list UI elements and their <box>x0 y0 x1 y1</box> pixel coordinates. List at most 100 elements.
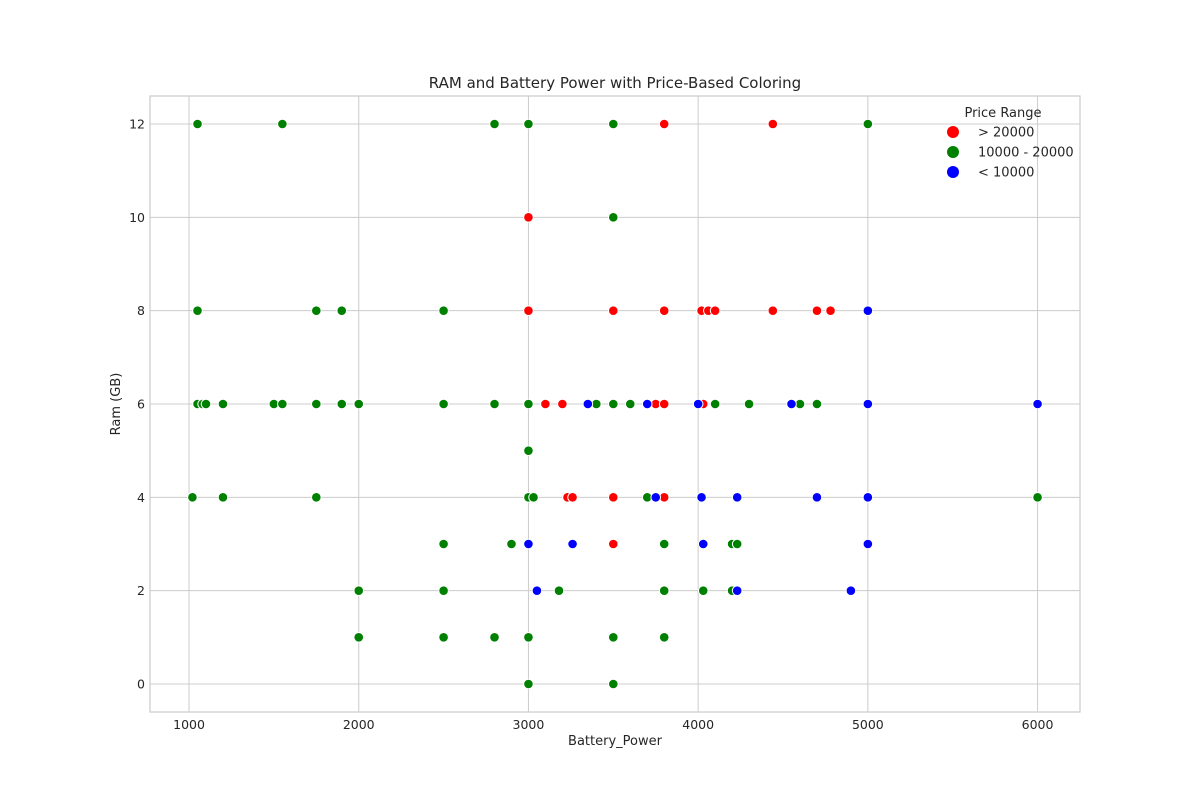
data-point <box>523 212 534 223</box>
data-point <box>192 118 203 130</box>
data-point <box>786 398 797 410</box>
y-tick-label: 12 <box>129 117 145 132</box>
data-point <box>531 585 543 596</box>
data-point <box>658 538 670 550</box>
data-point <box>709 305 721 316</box>
data-point <box>811 492 823 503</box>
data-point <box>336 305 348 316</box>
data-point <box>353 398 365 410</box>
data-point <box>200 398 212 410</box>
data-point <box>567 492 578 503</box>
x-tick-label: 2000 <box>343 717 375 732</box>
data-point <box>311 305 322 316</box>
legend-entry-label: < 10000 <box>978 166 1034 181</box>
data-point <box>608 678 619 690</box>
legend-entry-label: 10000 - 20000 <box>978 146 1074 161</box>
data-point <box>731 585 743 596</box>
data-point <box>438 585 449 596</box>
data-point <box>658 632 670 643</box>
data-point <box>692 398 704 410</box>
data-point <box>624 398 636 410</box>
data-point <box>217 398 229 410</box>
data-point <box>187 492 198 503</box>
data-point <box>1032 492 1043 503</box>
data-point <box>489 118 500 130</box>
data-point <box>506 538 517 550</box>
data-point <box>540 398 551 410</box>
data-point <box>523 445 534 456</box>
data-point <box>438 398 449 410</box>
legend-marker <box>947 126 959 138</box>
data-point <box>743 398 755 410</box>
data-point <box>277 398 288 410</box>
data-point <box>731 538 743 550</box>
x-tick-label: 3000 <box>513 717 545 732</box>
data-point <box>438 305 449 316</box>
data-point <box>825 305 836 316</box>
data-point <box>658 398 670 410</box>
data-point <box>811 305 823 316</box>
y-tick-label: 4 <box>137 490 145 505</box>
x-tick-label: 4000 <box>682 717 714 732</box>
data-point <box>608 398 619 410</box>
data-point <box>582 398 594 410</box>
data-point <box>658 585 670 596</box>
data-point <box>731 492 743 503</box>
data-point <box>696 492 707 503</box>
data-point <box>523 538 534 550</box>
chart-title: RAM and Battery Power with Price-Based C… <box>429 74 801 92</box>
legend: Price Range > 20000 10000 - 20000 < 10000 <box>947 106 1074 181</box>
y-axis-label: Ram (GB) <box>109 373 124 436</box>
data-point <box>658 305 670 316</box>
x-axis-label: Battery_Power <box>568 734 663 749</box>
data-point <box>862 492 874 503</box>
data-point <box>523 398 534 410</box>
legend-title: Price Range <box>964 106 1041 121</box>
data-point <box>438 632 449 643</box>
data-point <box>862 538 874 550</box>
y-tick-label: 2 <box>137 583 145 598</box>
data-point <box>1032 398 1043 410</box>
data-point <box>608 538 619 550</box>
data-point <box>862 398 874 410</box>
data-point <box>553 585 565 596</box>
data-point <box>353 632 365 643</box>
data-point <box>697 538 709 550</box>
tick-labels: 1000 2000 3000 4000 5000 6000 0 2 4 6 8 10 12 <box>129 117 1053 733</box>
data-point <box>608 492 619 503</box>
data-point <box>523 632 534 643</box>
data-point <box>608 305 619 316</box>
legend-marker <box>947 146 959 158</box>
data-point <box>353 585 365 596</box>
data-point <box>217 492 229 503</box>
data-point <box>438 538 449 550</box>
data-point <box>489 632 500 643</box>
y-tick-label: 0 <box>137 677 145 692</box>
data-point <box>697 585 709 596</box>
data-point <box>567 538 578 550</box>
data-point <box>658 118 670 130</box>
data-point <box>557 398 568 410</box>
data-point <box>641 398 653 410</box>
data-point <box>523 678 534 690</box>
data-point <box>767 305 779 316</box>
data-point <box>811 398 823 410</box>
legend-entry-label: > 20000 <box>978 126 1034 141</box>
data-point <box>608 212 619 223</box>
y-tick-label: 6 <box>137 397 145 412</box>
data-point <box>862 118 874 130</box>
y-tick-label: 10 <box>129 210 145 225</box>
data-point <box>608 118 619 130</box>
data-point <box>311 492 322 503</box>
data-point <box>336 398 348 410</box>
y-tick-label: 8 <box>137 303 145 318</box>
data-point <box>192 305 203 316</box>
data-points <box>187 118 1043 690</box>
x-tick-label: 5000 <box>852 717 884 732</box>
data-point <box>523 118 534 130</box>
x-tick-label: 6000 <box>1022 717 1054 732</box>
data-point <box>608 632 619 643</box>
data-point <box>709 398 721 410</box>
data-point <box>523 305 534 316</box>
